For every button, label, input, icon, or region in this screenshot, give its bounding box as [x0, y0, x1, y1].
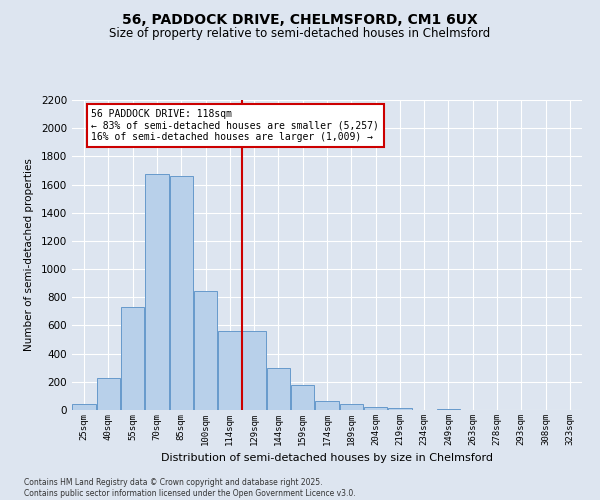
Y-axis label: Number of semi-detached properties: Number of semi-detached properties	[24, 158, 34, 352]
Bar	[121, 307, 145, 410]
Text: 56 PADDOCK DRIVE: 118sqm
← 83% of semi-detached houses are smaller (5,257)
16% o: 56 PADDOCK DRIVE: 118sqm ← 83% of semi-d…	[91, 109, 379, 142]
Bar	[73, 404, 96, 410]
Bar	[340, 404, 363, 410]
Bar	[388, 408, 412, 410]
X-axis label: Distribution of semi-detached houses by size in Chelmsford: Distribution of semi-detached houses by …	[161, 454, 493, 464]
Text: Size of property relative to semi-detached houses in Chelmsford: Size of property relative to semi-detach…	[109, 28, 491, 40]
Bar	[170, 176, 193, 410]
Bar	[194, 291, 217, 410]
Text: 56, PADDOCK DRIVE, CHELMSFORD, CM1 6UX: 56, PADDOCK DRIVE, CHELMSFORD, CM1 6UX	[122, 12, 478, 26]
Bar	[315, 401, 339, 410]
Bar	[218, 331, 242, 410]
Bar	[145, 174, 169, 410]
Bar	[291, 386, 314, 410]
Text: Contains HM Land Registry data © Crown copyright and database right 2025.
Contai: Contains HM Land Registry data © Crown c…	[24, 478, 356, 498]
Bar	[364, 407, 388, 410]
Bar	[242, 331, 266, 410]
Bar	[266, 368, 290, 410]
Bar	[437, 408, 460, 410]
Bar	[97, 378, 120, 410]
